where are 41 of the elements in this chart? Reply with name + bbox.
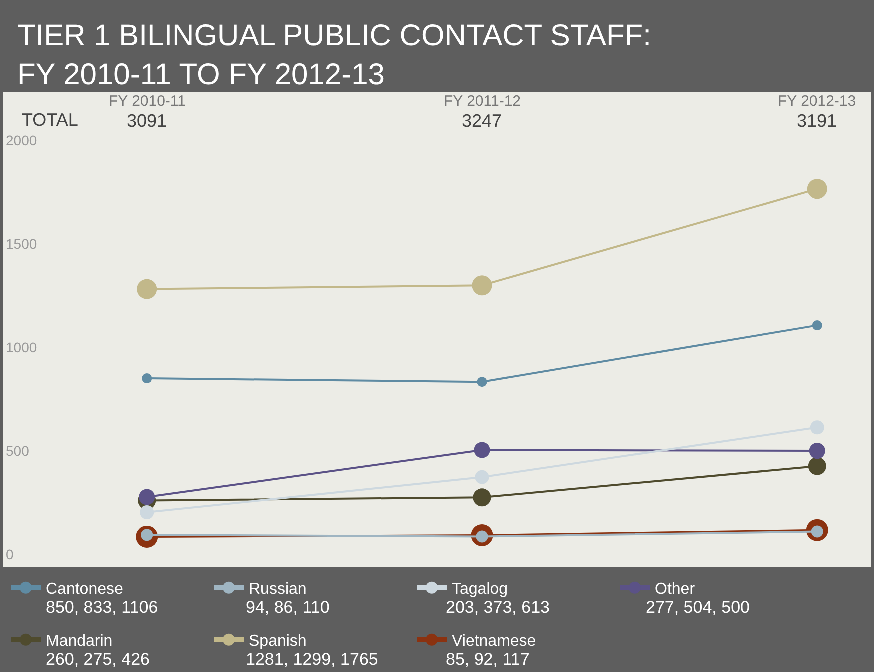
point [139, 489, 156, 506]
point [477, 377, 488, 388]
legend-label: Other [655, 581, 696, 598]
annotation: 3191 [797, 111, 838, 131]
text: 277, 504, 500 [646, 598, 750, 617]
point [472, 276, 492, 296]
text: 850, 833, 1106 [46, 598, 158, 617]
legend-label: Tagalog [452, 581, 508, 598]
legend-label: Cantonese [46, 581, 124, 598]
point [808, 457, 826, 476]
y-tick-label: 1000 [6, 339, 38, 356]
point [474, 442, 490, 458]
y-tick-label: 0 [6, 546, 14, 562]
text: 203, 373, 613 [446, 598, 550, 617]
x-tick-label: FY 2011-12 [444, 93, 521, 110]
point [142, 374, 152, 384]
annotation: 3091 [127, 111, 168, 131]
x-tick-label: FY 2012-13 [778, 93, 856, 110]
point [809, 443, 826, 460]
chart-title: TIER 1 BILINGUAL PUBLIC CONTACT STAFF: FY 2010-11 TO FY 2012-13 [17, 20, 652, 92]
y-tick-label: 500 [6, 442, 30, 459]
point [812, 320, 822, 331]
legend-label: Vietnamese [452, 633, 536, 650]
point [810, 420, 824, 435]
legend-label: Mandarin [46, 633, 113, 650]
text: 85, 92, 117 [446, 650, 530, 669]
point [473, 488, 492, 507]
y-tick-label: 1500 [6, 236, 38, 252]
point [137, 279, 158, 300]
text: 260, 275, 426 [46, 650, 150, 669]
text: 1281, 1299, 1765 [246, 650, 378, 669]
legend-label: Spanish [249, 633, 307, 650]
point [807, 179, 828, 200]
legend-label: Russian [249, 581, 307, 598]
annotation: 3247 [462, 111, 502, 131]
x-tick-label: FY 2010-11 [109, 93, 186, 110]
annotation: TOTAL [22, 110, 78, 130]
point [475, 470, 490, 484]
point [140, 506, 154, 520]
y-tick-label: 2000 [6, 132, 38, 148]
text: 94, 86, 110 [246, 598, 330, 617]
